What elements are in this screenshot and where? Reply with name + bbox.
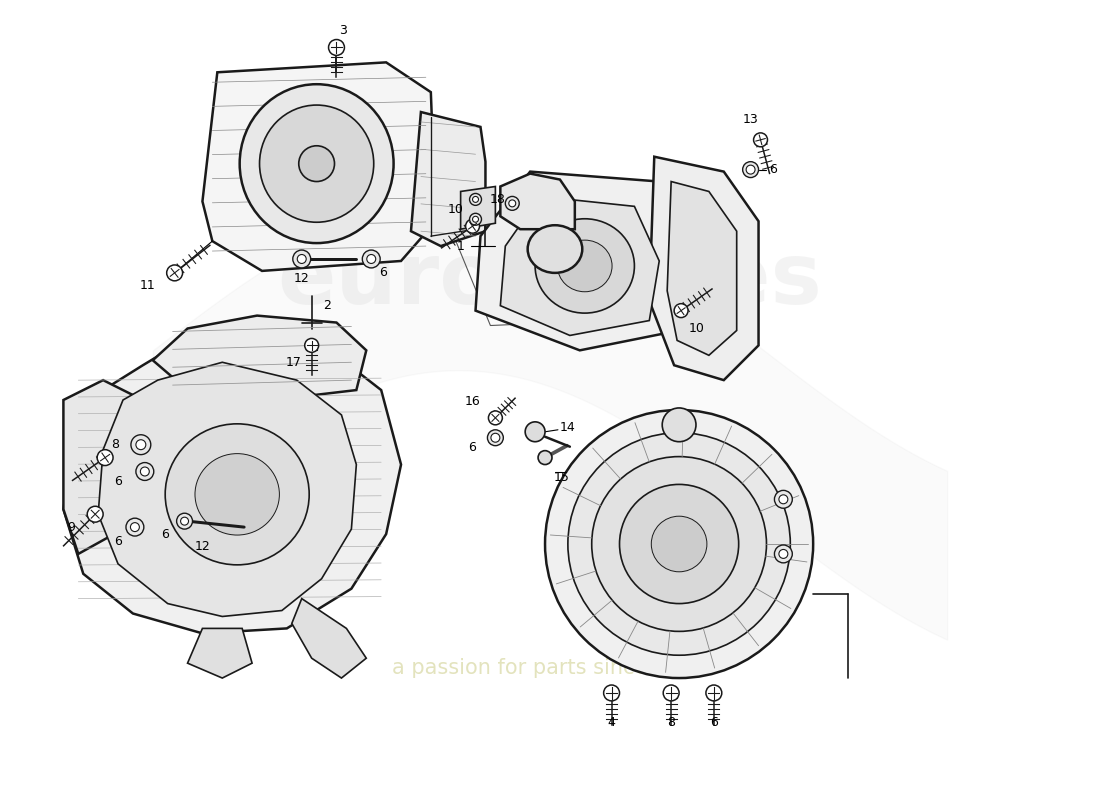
Circle shape — [774, 545, 792, 563]
Circle shape — [131, 434, 151, 454]
Circle shape — [509, 200, 516, 207]
Circle shape — [465, 219, 480, 233]
Text: 6: 6 — [379, 266, 387, 279]
Polygon shape — [649, 157, 759, 380]
Text: 13: 13 — [742, 114, 759, 126]
Circle shape — [131, 522, 140, 531]
Polygon shape — [668, 182, 737, 355]
Text: 3: 3 — [340, 24, 348, 37]
Circle shape — [754, 133, 768, 146]
Circle shape — [126, 518, 144, 536]
Circle shape — [505, 197, 519, 210]
Circle shape — [136, 440, 146, 450]
Circle shape — [293, 250, 310, 268]
Polygon shape — [64, 335, 402, 634]
Circle shape — [663, 685, 679, 701]
Ellipse shape — [535, 218, 635, 313]
Circle shape — [604, 685, 619, 701]
Circle shape — [746, 165, 755, 174]
Circle shape — [299, 146, 334, 182]
Text: 4: 4 — [607, 716, 616, 730]
Circle shape — [774, 490, 792, 508]
Text: 9: 9 — [67, 521, 75, 534]
Text: 8: 8 — [668, 716, 675, 730]
Circle shape — [544, 410, 813, 678]
Text: 10: 10 — [689, 322, 705, 335]
Text: 6: 6 — [710, 716, 718, 730]
Polygon shape — [500, 174, 575, 229]
Circle shape — [674, 304, 688, 318]
Circle shape — [473, 197, 478, 202]
Circle shape — [487, 430, 504, 446]
Circle shape — [167, 265, 183, 281]
Ellipse shape — [195, 454, 279, 535]
Circle shape — [488, 411, 503, 425]
Text: 6: 6 — [114, 475, 122, 488]
Text: 6: 6 — [770, 163, 778, 176]
Text: 6: 6 — [469, 441, 476, 454]
Circle shape — [592, 457, 767, 631]
Polygon shape — [153, 315, 366, 400]
Ellipse shape — [165, 424, 309, 565]
Text: 10: 10 — [448, 203, 463, 216]
Circle shape — [87, 506, 103, 522]
Polygon shape — [187, 629, 252, 678]
Circle shape — [662, 408, 696, 442]
Polygon shape — [98, 362, 356, 617]
Circle shape — [473, 216, 478, 222]
Text: 11: 11 — [140, 279, 156, 292]
Ellipse shape — [528, 226, 582, 273]
Circle shape — [568, 433, 790, 655]
Circle shape — [525, 422, 544, 442]
Circle shape — [779, 550, 788, 558]
Ellipse shape — [260, 105, 374, 222]
Circle shape — [305, 338, 319, 352]
Circle shape — [742, 162, 759, 178]
Circle shape — [362, 250, 381, 268]
Circle shape — [706, 685, 722, 701]
Text: 12: 12 — [294, 272, 309, 286]
Text: 1: 1 — [456, 239, 464, 253]
Text: 8: 8 — [111, 438, 119, 451]
Polygon shape — [292, 598, 366, 678]
Circle shape — [297, 254, 306, 263]
Polygon shape — [411, 112, 485, 246]
Circle shape — [329, 39, 344, 55]
Circle shape — [366, 254, 376, 263]
Text: 18: 18 — [490, 193, 505, 206]
Text: 12: 12 — [195, 541, 210, 554]
Circle shape — [97, 450, 113, 466]
Ellipse shape — [240, 84, 394, 243]
Polygon shape — [500, 197, 659, 335]
Text: 2: 2 — [322, 299, 330, 312]
Text: a passion for parts since 1985: a passion for parts since 1985 — [393, 658, 707, 678]
Text: 15: 15 — [554, 471, 570, 484]
Text: 14: 14 — [560, 422, 575, 434]
Text: 16: 16 — [464, 395, 481, 409]
Circle shape — [177, 514, 192, 529]
Circle shape — [136, 462, 154, 481]
Polygon shape — [461, 186, 495, 229]
Circle shape — [779, 495, 788, 504]
Text: eurospares: eurospares — [277, 239, 823, 322]
Text: 17: 17 — [286, 356, 301, 369]
Circle shape — [619, 485, 739, 603]
Polygon shape — [475, 171, 689, 350]
Circle shape — [651, 516, 707, 572]
Polygon shape — [64, 380, 133, 554]
Text: 6: 6 — [114, 534, 122, 547]
Polygon shape — [202, 62, 436, 271]
Circle shape — [538, 450, 552, 465]
Circle shape — [180, 517, 188, 525]
Text: 6: 6 — [161, 527, 168, 541]
Ellipse shape — [558, 240, 612, 292]
Circle shape — [470, 214, 482, 226]
Circle shape — [491, 434, 499, 442]
Circle shape — [141, 467, 150, 476]
Circle shape — [470, 194, 482, 206]
